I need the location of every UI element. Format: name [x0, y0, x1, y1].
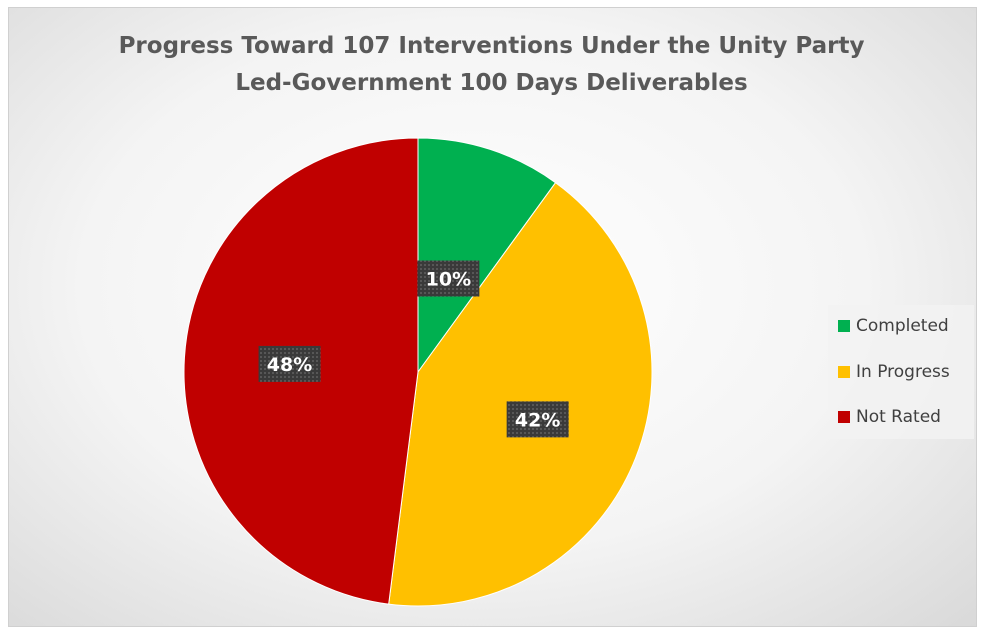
- legend-item-in-progress: In Progress: [838, 359, 950, 385]
- chart-title-line-2: Led-Government 100 Days Deliverables: [235, 70, 748, 96]
- legend: Completed In Progress Not Rated: [828, 305, 974, 439]
- legend-label-in-progress: In Progress: [856, 362, 950, 382]
- data-label-text-in-progress: 42%: [515, 409, 560, 431]
- legend-item-completed: Completed: [838, 313, 949, 339]
- legend-swatch-in-progress: [838, 366, 850, 378]
- legend-label-completed: Completed: [856, 316, 949, 336]
- data-label-completed: 10%: [417, 260, 480, 297]
- legend-swatch-not-rated: [838, 411, 850, 423]
- legend-item-not-rated: Not Rated: [838, 404, 941, 430]
- legend-label-not-rated: Not Rated: [856, 407, 941, 427]
- data-label-box-in-progress: [506, 401, 569, 438]
- data-label-box-not-rated: [258, 345, 321, 382]
- legend-swatch-completed: [838, 320, 850, 332]
- data-label-text-completed: 10%: [426, 269, 471, 291]
- chart-title: Progress Toward 107 Interventions Under …: [0, 28, 983, 102]
- chart-title-line-1: Progress Toward 107 Interventions Under …: [118, 33, 865, 59]
- data-label-text-not-rated: 48%: [267, 354, 312, 376]
- pie-slice-in-progress: [388, 181, 653, 607]
- pie-slice-completed: [417, 137, 557, 374]
- data-label-in-progress: 42%: [506, 401, 569, 438]
- data-label-box-completed: [417, 260, 480, 297]
- data-label-not-rated: 48%: [258, 345, 321, 382]
